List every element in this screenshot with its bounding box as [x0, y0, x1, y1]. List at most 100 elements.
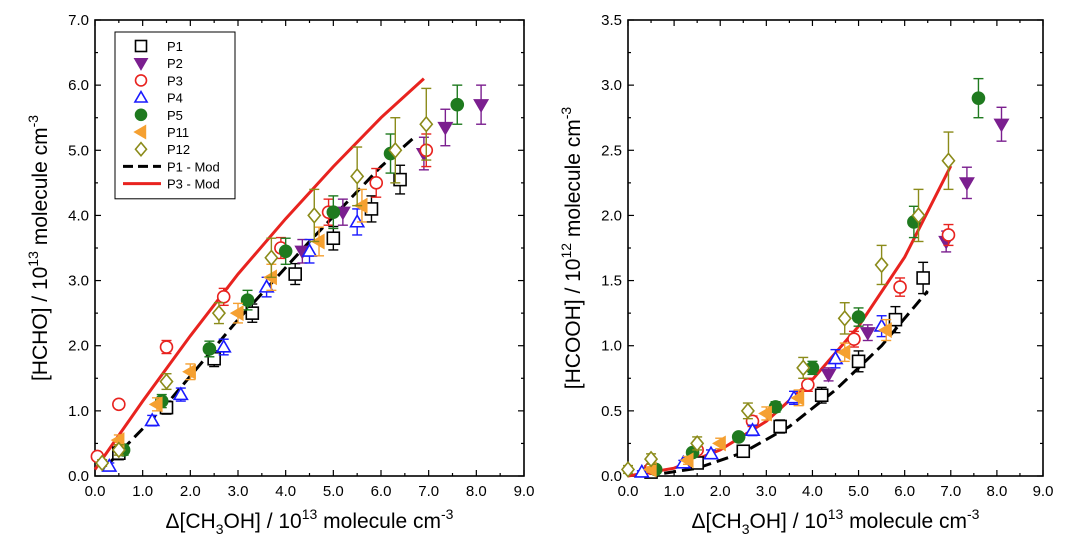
- data-point-p11: [712, 435, 726, 452]
- x-tick-label: 5.0: [323, 483, 344, 500]
- data-point-p4: [144, 412, 161, 427]
- data-point-p4: [172, 386, 189, 401]
- axis-title-superscript: -3: [967, 506, 980, 522]
- axis-title-superscript: 12: [558, 243, 574, 259]
- legend-marker-p2: [133, 57, 149, 71]
- axis-title-superscript: -3: [441, 506, 454, 522]
- x-tick-label: 6.0: [371, 483, 392, 500]
- x-tick-label: 5.0: [848, 483, 869, 500]
- legend-marker-p4: [133, 89, 149, 103]
- data-point-p11: [148, 396, 163, 413]
- data-point-p1: [814, 388, 829, 403]
- x-tick-label: 9.0: [1033, 483, 1054, 500]
- x-tick-label: 2.0: [180, 483, 201, 500]
- chart-hcho: 0.0 1.0 2.0 3.0 4.0 5.0 6.0 7.0 8.0 9.0 0.0 1.0 2.0 3…: [25, 12, 534, 537]
- data-point-p11: [758, 405, 772, 422]
- data-point-p12: [644, 450, 659, 468]
- legend-marker-p3: [134, 74, 148, 87]
- data-point-p1: [288, 267, 303, 281]
- axis-title-part: [HCHO] / 10: [29, 267, 52, 381]
- x-axis-title: Δ[CH3OH] / 1013 molecule cm-3: [166, 506, 454, 537]
- data-point-p12: [307, 206, 322, 224]
- axis-title-superscript: 13: [25, 251, 41, 267]
- x-tick-label: 1.0: [132, 483, 153, 500]
- legend-label: P5: [167, 108, 183, 123]
- data-point-p12: [111, 441, 126, 459]
- data-point-p4: [703, 445, 719, 460]
- y-tick-label: 2.0: [68, 338, 89, 355]
- data-point-p5: [450, 97, 465, 112]
- legend-marker-p5: [134, 108, 148, 122]
- axis-title-superscript: 13: [828, 506, 844, 522]
- x-tick-label: 4.0: [802, 483, 823, 500]
- axis-title-superscript: -3: [558, 107, 574, 120]
- model-line-p1-mod: [646, 290, 929, 478]
- data-point-p5: [240, 293, 255, 307]
- legend-label: P2: [167, 56, 183, 71]
- x-axis-title: Δ[CH3OH] / 1013 molecule cm-3: [692, 506, 980, 537]
- data-point-p12: [911, 206, 926, 224]
- data-point-p11: [182, 363, 196, 380]
- y-tick-label: 0.5: [601, 403, 622, 420]
- x-tick-label: 2.0: [710, 483, 731, 500]
- series-p3: [644, 223, 956, 475]
- x-tick-label: 9.0: [514, 483, 535, 500]
- data-point-p1: [916, 271, 930, 285]
- data-point-p1: [326, 231, 341, 246]
- data-point-p4: [744, 422, 761, 437]
- data-point-p2: [820, 368, 837, 383]
- series-p1: [644, 261, 930, 479]
- legend-label: P3 - Mod: [167, 177, 220, 192]
- legend-marker-p11: [133, 124, 147, 140]
- data-point-p12: [740, 402, 755, 420]
- y-tick-label: 0.0: [601, 468, 622, 485]
- legend-marker-p12: [134, 141, 148, 158]
- data-point-p11: [679, 452, 694, 469]
- data-point-p12: [159, 373, 174, 390]
- y-tick-label: 1.0: [601, 338, 622, 355]
- data-point-p3: [112, 397, 126, 412]
- x-tick-label: 4.0: [275, 483, 296, 500]
- x-tick-label: 3.0: [228, 483, 249, 500]
- plot-frame: [627, 19, 1044, 477]
- data-point-p2: [473, 99, 490, 113]
- axis-title-part: [HCOOH] / 10: [562, 259, 585, 390]
- data-point-p12: [388, 141, 403, 159]
- data-point-p12: [620, 461, 636, 478]
- model-line-p3-mod: [93, 77, 425, 471]
- y-tick-label: 7.0: [68, 12, 89, 29]
- data-point-p3: [893, 280, 907, 294]
- data-point-p4: [633, 463, 650, 478]
- data-point-p12: [211, 304, 226, 322]
- x-tick-label: 1.0: [664, 483, 685, 500]
- data-point-p12: [837, 309, 852, 327]
- axis-title-part: molecule cm: [843, 510, 967, 533]
- data-point-p4: [215, 338, 232, 353]
- data-point-p3: [216, 290, 231, 304]
- y-axis-title: [HCHO] / 1013 molecule cm-3: [25, 115, 52, 381]
- axis-title-superscript: 13: [302, 506, 318, 522]
- legend-label: P4: [167, 91, 183, 106]
- axis-title-part: molecule cm: [29, 127, 52, 251]
- data-point-p5: [971, 91, 986, 105]
- data-point-p5: [731, 430, 746, 444]
- data-point-p4: [349, 213, 366, 228]
- legend-label: P11: [167, 125, 189, 140]
- axis-title-part: molecule cm: [562, 119, 585, 243]
- data-point-p2: [993, 118, 1010, 133]
- data-point-p12: [264, 249, 279, 267]
- axis-title-part: OH] / 10: [224, 510, 302, 533]
- x-tick-label: 8.0: [466, 483, 487, 500]
- axis-title-superscript: -3: [25, 115, 41, 128]
- x-tick-label: 6.0: [894, 483, 915, 500]
- y-tick-label: 0.0: [68, 468, 89, 485]
- data-point-p3: [801, 377, 815, 392]
- data-point-p4: [258, 278, 275, 293]
- legend-marker-p1: [134, 39, 148, 53]
- y-tick-label: 5.0: [68, 142, 89, 159]
- legend-label: P3: [167, 73, 183, 88]
- series-p2: [820, 106, 1010, 383]
- data-point-p4: [827, 350, 844, 365]
- data-point-p1: [773, 419, 787, 434]
